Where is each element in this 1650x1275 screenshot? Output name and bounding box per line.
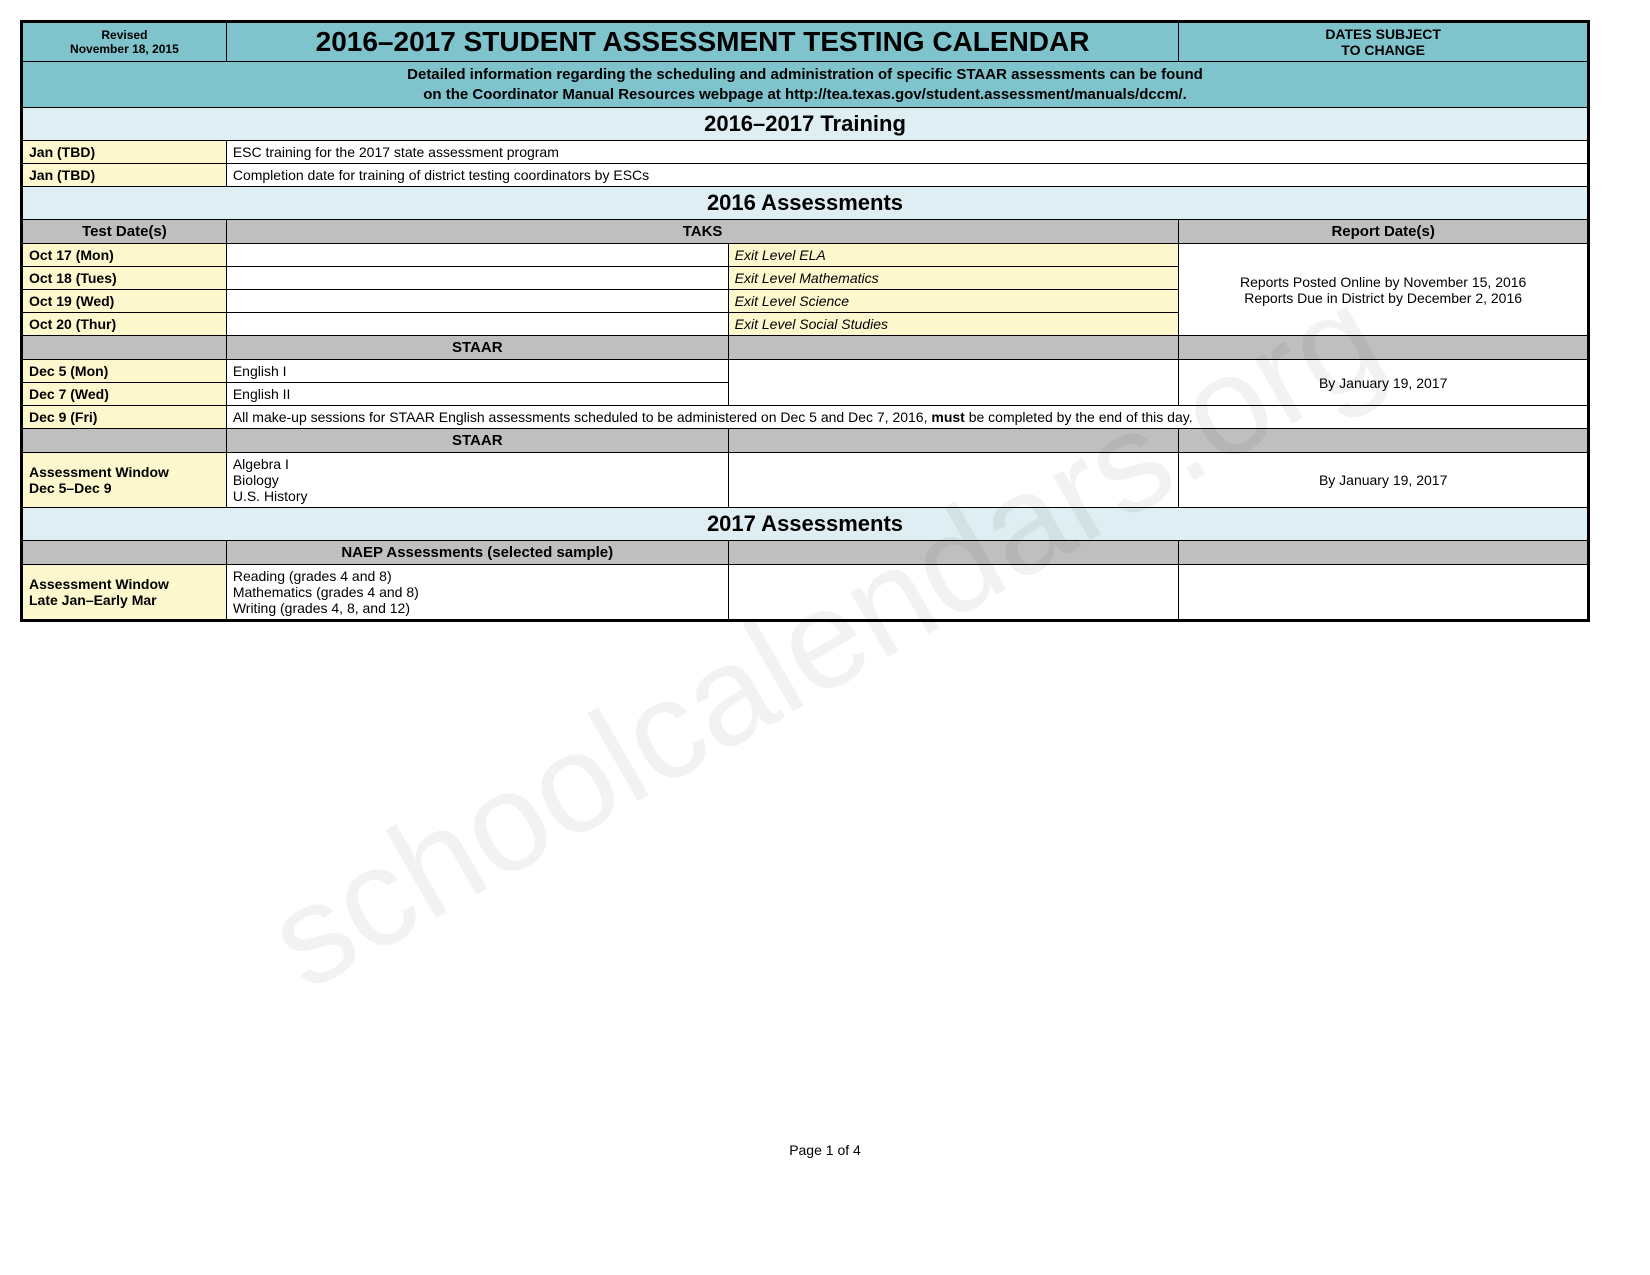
revised-cell: Revised November 18, 2015: [22, 22, 227, 62]
naep-header: NAEP Assessments (selected sample): [226, 541, 728, 565]
dates-subject-l2: TO CHANGE: [1341, 42, 1425, 58]
calendar-table: Revised November 18, 2015 2016–2017 STUD…: [20, 20, 1590, 622]
taks-date-0: Oct 17 (Mon): [22, 244, 227, 267]
taks-date-1: Oct 18 (Tues): [22, 267, 227, 290]
naep-blank-l: [22, 541, 227, 565]
col-taks: TAKS: [226, 220, 1178, 244]
naep-blank-r: [1179, 541, 1589, 565]
staar-date-1: Dec 7 (Wed): [22, 383, 227, 406]
makeup-date: Dec 9 (Fri): [22, 406, 227, 429]
taks-subject-0: Exit Level ELA: [728, 244, 1179, 267]
staar2-blank-r: [1179, 429, 1589, 453]
naep-date-l1: Assessment Window: [29, 576, 169, 592]
window-date-l1: Assessment Window: [29, 464, 169, 480]
revised-label: Revised: [101, 28, 147, 42]
naep-mid-blank: [728, 565, 1179, 621]
staar-report: By January 19, 2017: [1179, 360, 1589, 406]
col-report: Report Date(s): [1179, 220, 1589, 244]
staar-window-row: Assessment Window Dec 5–Dec 9 Algebra I …: [22, 453, 1589, 508]
staar2-blank-l: [22, 429, 227, 453]
staar2-header: STAAR: [226, 429, 728, 453]
window-desc-l3: U.S. History: [233, 488, 308, 504]
naep-desc-l1: Reading (grades 4 and 8): [233, 568, 392, 584]
window-desc-l2: Biology: [233, 472, 279, 488]
staar-window-date: Assessment Window Dec 5–Dec 9: [22, 453, 227, 508]
training-date-1: Jan (TBD): [22, 164, 227, 187]
naep-date-l2: Late Jan–Early Mar: [29, 592, 157, 608]
training-date-0: Jan (TBD): [22, 141, 227, 164]
training-desc-1: Completion date for training of district…: [226, 164, 1588, 187]
taks-subject-3: Exit Level Social Studies: [728, 313, 1179, 336]
training-row: Jan (TBD) Completion date for training o…: [22, 164, 1589, 187]
staar-window-mid-blank: [728, 453, 1179, 508]
staar-blank-m: [728, 336, 1179, 360]
taks-report-l1: Reports Posted Online by November 15, 20…: [1240, 274, 1526, 290]
window-desc-l1: Algebra I: [233, 456, 289, 472]
page-number: Page 1 of 4: [20, 1142, 1630, 1158]
detail-l1: Detailed information regarding the sched…: [407, 66, 1203, 83]
revised-date: November 18, 2015: [70, 42, 179, 56]
detail-info: Detailed information regarding the sched…: [22, 62, 1589, 108]
page-title: 2016–2017 STUDENT ASSESSMENT TESTING CAL…: [226, 22, 1178, 62]
taks-report-l2: Reports Due in District by December 2, 2…: [1244, 290, 1522, 306]
dates-subject-l1: DATES SUBJECT: [1325, 26, 1441, 42]
assessments-2016-title: 2016 Assessments: [22, 187, 1589, 220]
training-row: Jan (TBD) ESC training for the 2017 stat…: [22, 141, 1589, 164]
makeup-suffix: be completed by the end of this day.: [965, 409, 1193, 425]
naep-report-blank: [1179, 565, 1589, 621]
staar-desc-1: English II: [226, 383, 728, 406]
makeup-prefix: All make-up sessions for STAAR English a…: [233, 409, 932, 425]
taks-blank-2: [226, 290, 728, 313]
makeup-row: Dec 9 (Fri) All make-up sessions for STA…: [22, 406, 1589, 429]
taks-date-2: Oct 19 (Wed): [22, 290, 227, 313]
dates-subject-cell: DATES SUBJECT TO CHANGE: [1179, 22, 1589, 62]
staar-blank-l: [22, 336, 227, 360]
staar2-blank-m: [728, 429, 1179, 453]
assessments-2017-title: 2017 Assessments: [22, 508, 1589, 541]
makeup-desc: All make-up sessions for STAAR English a…: [226, 406, 1588, 429]
training-desc-0: ESC training for the 2017 state assessme…: [226, 141, 1588, 164]
naep-desc-l3: Writing (grades 4, 8, and 12): [233, 600, 410, 616]
staar-mid-blank: [728, 360, 1179, 406]
naep-blank-m: [728, 541, 1179, 565]
taks-blank-3: [226, 313, 728, 336]
training-title: 2016–2017 Training: [22, 108, 1589, 141]
staar-window-report: By January 19, 2017: [1179, 453, 1589, 508]
taks-blank-0: [226, 244, 728, 267]
makeup-bold: must: [931, 409, 964, 425]
taks-report-cell: Reports Posted Online by November 15, 20…: [1179, 244, 1589, 336]
detail-l2: on the Coordinator Manual Resources webp…: [423, 86, 1187, 103]
staar-header: STAAR: [226, 336, 728, 360]
staar-row: Dec 5 (Mon) English I By January 19, 201…: [22, 360, 1589, 383]
window-date-l2: Dec 5–Dec 9: [29, 480, 112, 496]
staar-window-desc: Algebra I Biology U.S. History: [226, 453, 728, 508]
naep-desc-l2: Mathematics (grades 4 and 8): [233, 584, 419, 600]
col-test-dates: Test Date(s): [22, 220, 227, 244]
naep-window-row: Assessment Window Late Jan–Early Mar Rea…: [22, 565, 1589, 621]
taks-blank-1: [226, 267, 728, 290]
naep-desc: Reading (grades 4 and 8) Mathematics (gr…: [226, 565, 728, 621]
taks-subject-2: Exit Level Science: [728, 290, 1179, 313]
taks-date-3: Oct 20 (Thur): [22, 313, 227, 336]
taks-row: Oct 17 (Mon) Exit Level ELA Reports Post…: [22, 244, 1589, 267]
naep-window-date: Assessment Window Late Jan–Early Mar: [22, 565, 227, 621]
staar-desc-0: English I: [226, 360, 728, 383]
staar-blank-r: [1179, 336, 1589, 360]
staar-date-0: Dec 5 (Mon): [22, 360, 227, 383]
taks-subject-1: Exit Level Mathematics: [728, 267, 1179, 290]
